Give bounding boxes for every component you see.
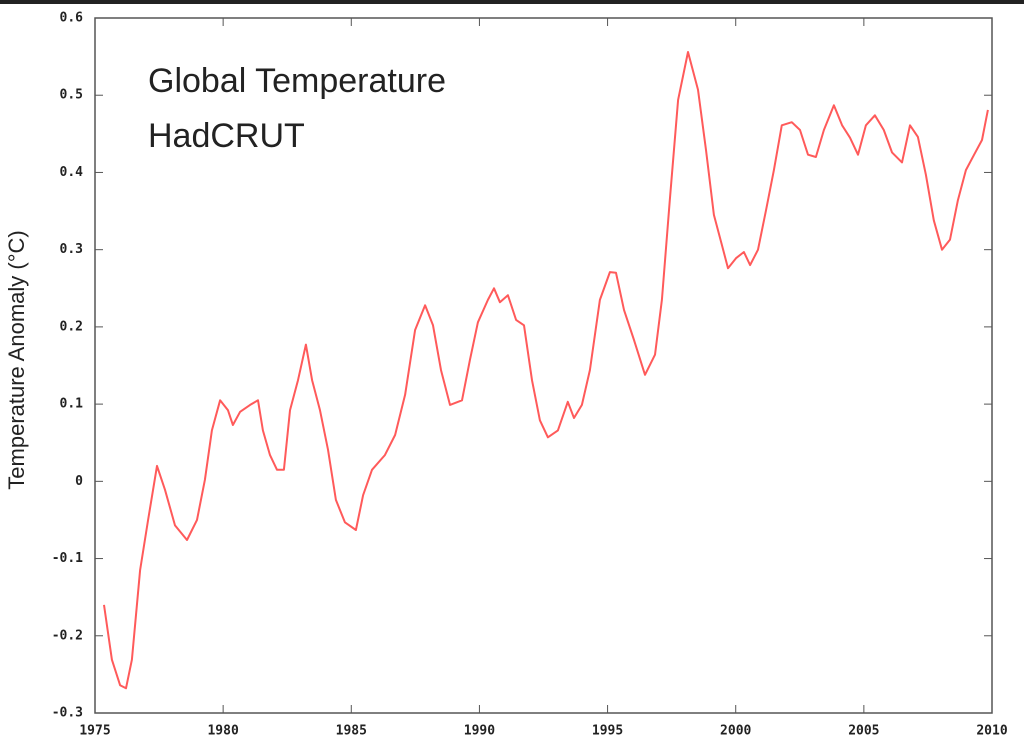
y-tick-label: 0.2 [60, 319, 83, 334]
y-tick-label: 0.5 [60, 88, 83, 103]
frame-top [0, 0, 1024, 4]
y-tick-label: 0.6 [60, 11, 84, 26]
y-tick-label: 0.4 [60, 165, 84, 180]
x-tick-label: 1980 [207, 724, 238, 739]
y-tick-label: 0 [75, 474, 83, 489]
x-tick-label: 1995 [592, 724, 623, 739]
annotation: HadCRUT [148, 117, 305, 155]
y-axis-label: Temperature Anomaly (°C) [4, 230, 29, 489]
x-tick-label: 2000 [720, 724, 751, 739]
y-tick-label: -0.3 [52, 706, 83, 721]
y-tick-label: -0.2 [52, 628, 83, 643]
x-tick-label: 1975 [79, 724, 110, 739]
plot-frame [94, 17, 993, 714]
x-tick-label: 1985 [336, 724, 367, 739]
data-line [103, 51, 989, 690]
y-tick-label: -0.1 [52, 551, 83, 566]
annotation: Global Temperature [148, 62, 446, 100]
y-tick-label: 0.1 [60, 397, 84, 412]
y-tick-label: 0.3 [60, 242, 83, 257]
x-tick-label: 1990 [464, 724, 495, 739]
x-tick-label: 2005 [848, 724, 879, 739]
x-tick-label: 2010 [976, 724, 1007, 739]
